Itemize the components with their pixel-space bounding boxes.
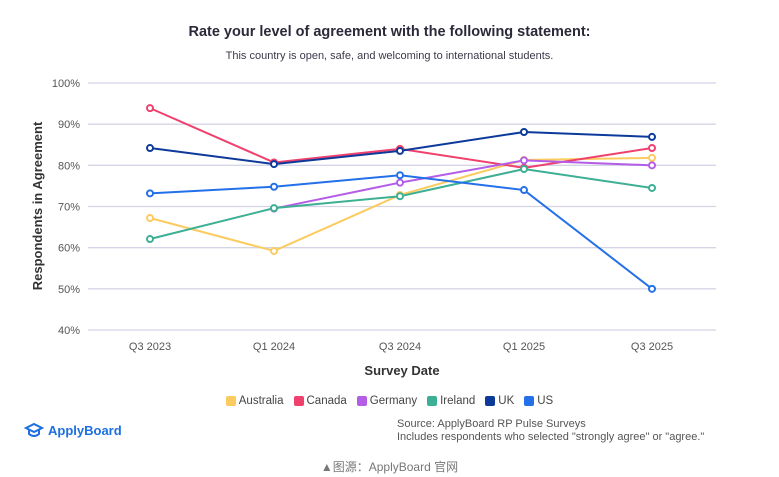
legend-swatch [225,396,236,406]
legend-swatch [524,396,535,406]
data-point-us [648,284,656,293]
image-caption: ▲图源：ApplyBoard 官网 [320,460,459,474]
data-point-germany [520,156,528,165]
data-point-canada [648,144,656,153]
data-point-germany [396,178,404,187]
data-point-uk [146,144,154,153]
data-point-australia [270,246,278,255]
line-chart: 40% 50% 60% 70% 80% 90% 100% Q3 2023 Q1 2024 Q3 2… [30,78,716,378]
legend: Australia Canada Germany Ireland UK US [0,395,779,407]
y-tick-label: 90% [58,119,80,131]
data-point-canada [146,104,154,113]
applyboard-logo: ApplyBoard [24,422,122,438]
data-point-us [396,171,404,180]
y-tick-label: 60% [58,243,80,255]
legend-swatch [293,396,304,406]
series-line-canada [149,107,653,169]
chart-title: Rate your level of agreement with the fo… [188,24,591,40]
y-tick-label: 40% [58,325,80,337]
data-point-ireland [648,183,656,192]
logo-text: ApplyBoard [48,422,122,438]
legend-item-germany: Germany [356,395,418,407]
graduation-cap-icon [24,422,44,437]
legend-swatch [485,396,496,406]
data-point-ireland [520,165,528,174]
y-tick-label: 50% [58,284,80,296]
data-point-australia [648,153,656,162]
x-tick-label: Q3 2024 [379,341,421,353]
source-note: Source: ApplyBoard RP Pulse Surveys Incl… [397,418,704,444]
x-axis-label: Survey Date [364,363,439,378]
legend-label: Australia [238,395,284,407]
legend-swatch [427,396,438,406]
data-point-australia [146,214,154,223]
data-point-uk [648,132,656,141]
data-point-uk [270,160,278,169]
legend-item-canada: Canada [293,395,347,407]
data-point-ireland [396,192,404,201]
note-text: Includes respondents who selected "stron… [397,431,705,443]
legend-label: US [537,395,554,407]
x-tick-label: Q3 2023 [129,341,171,353]
data-point-us [520,186,528,195]
y-tick-label: 100% [52,78,80,90]
legend-label: UK [498,395,515,407]
x-tick-label: Q1 2025 [503,341,545,353]
data-point-ireland [146,235,154,244]
legend-label: Germany [369,395,418,407]
y-axis-label: Respondents in Agreement [30,121,45,290]
data-point-us [270,182,278,191]
data-point-ireland [270,204,278,213]
legend-item-australia: Australia [225,395,284,407]
x-tick-label: Q3 2025 [631,341,673,353]
data-point-us [146,189,154,198]
legend-label: Ireland [440,395,476,407]
y-tick-label: 80% [58,160,80,172]
series-line-germany [273,159,653,210]
data-point-germany [648,161,656,170]
data-point-uk [520,127,528,136]
source-text: Source: ApplyBoard RP Pulse Surveys [397,418,586,430]
legend-swatch [356,396,367,406]
legend-item-uk: UK [485,395,514,407]
x-tick-label: Q1 2024 [253,341,295,353]
legend-item-ireland: Ireland [427,395,475,407]
data-point-uk [396,146,404,155]
y-tick-label: 70% [58,202,80,214]
chart-subtitle: This country is open, safe, and welcomin… [225,50,554,62]
legend-item-us: US [524,395,553,407]
legend-label: Canada [306,395,347,407]
